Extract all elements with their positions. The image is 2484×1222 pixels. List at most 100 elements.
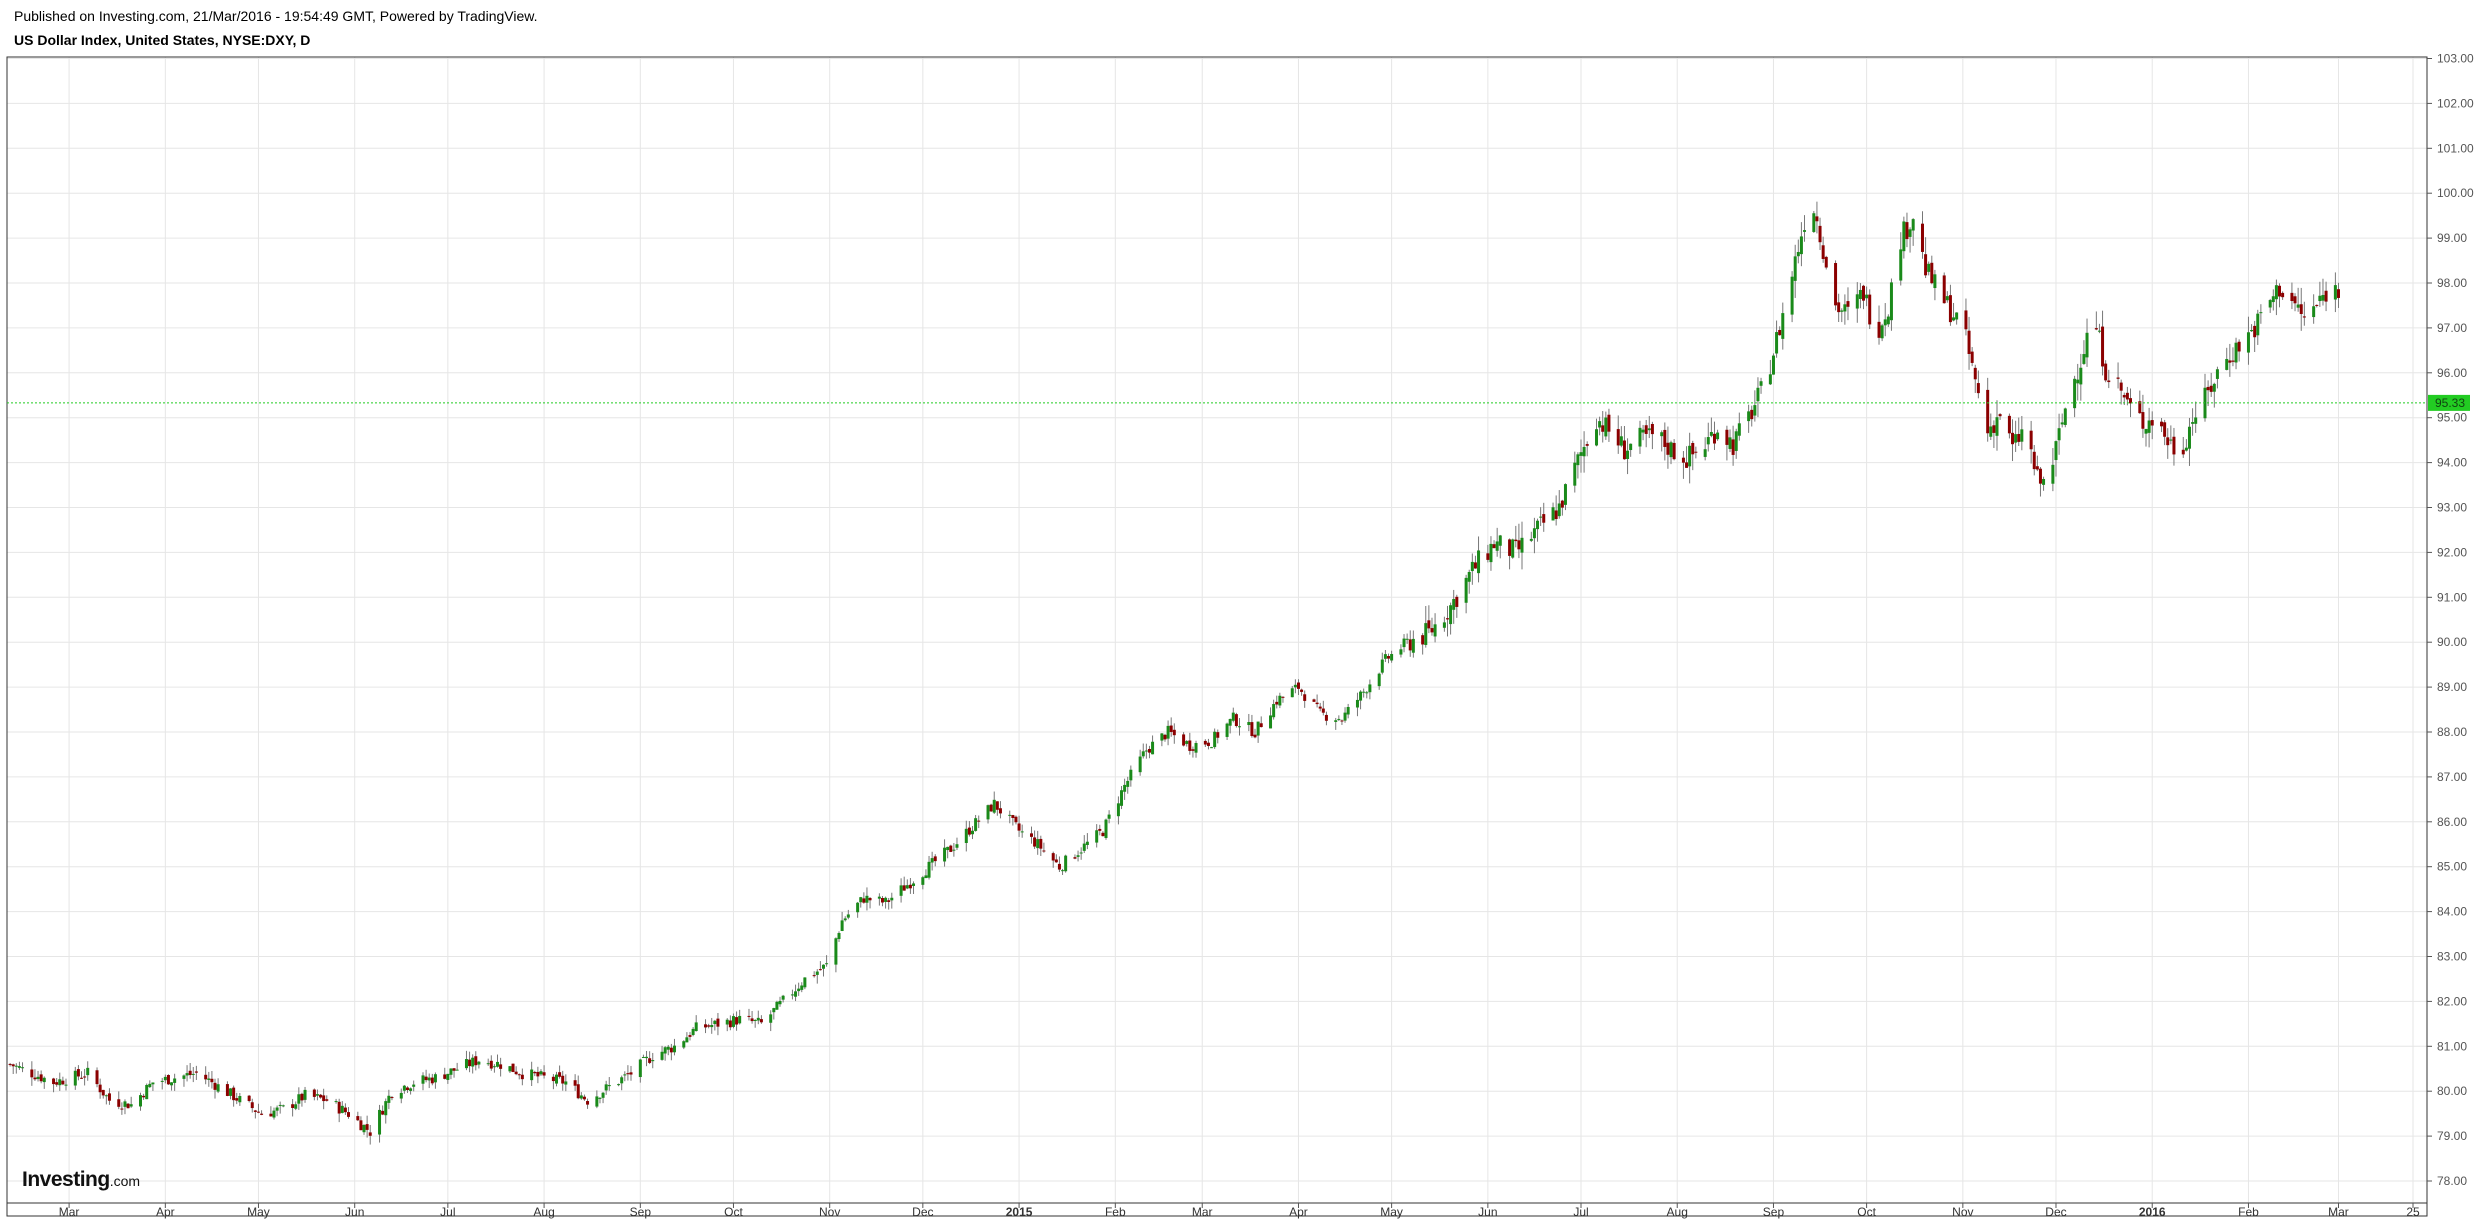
candle-body	[1247, 722, 1250, 725]
candle-body	[1033, 837, 1036, 846]
y-tick-label: 94.00	[2437, 456, 2467, 470]
candle-body	[499, 1064, 502, 1068]
candle-body	[1430, 628, 1433, 632]
candle-body	[1489, 544, 1492, 562]
candle-body	[816, 972, 819, 975]
candle-body	[1517, 540, 1520, 549]
candle	[2054, 440, 2057, 476]
candle-body	[1434, 624, 1437, 636]
candle	[1316, 694, 1319, 707]
candle-body	[2228, 360, 2231, 362]
candle	[797, 983, 800, 996]
candle-body	[1530, 539, 1533, 541]
candle	[1260, 716, 1263, 727]
candle	[924, 869, 927, 878]
candle	[1160, 733, 1163, 746]
candle	[1347, 704, 1350, 718]
candle-body	[1822, 245, 1825, 259]
candle	[272, 1108, 275, 1120]
candle-body	[1623, 440, 1626, 459]
candle	[605, 1081, 608, 1095]
candle-body	[1819, 226, 1822, 242]
candle	[838, 931, 841, 942]
candle	[15, 1063, 18, 1073]
candle	[620, 1076, 623, 1091]
candle-body	[272, 1111, 275, 1118]
y-tick-label: 102.00	[2437, 96, 2474, 110]
candle-body	[105, 1095, 108, 1096]
x-tick-label: Feb	[1105, 1205, 1126, 1219]
candle-body	[1126, 781, 1129, 787]
candle	[800, 982, 803, 992]
candle-body	[1583, 447, 1586, 456]
candle-body	[406, 1088, 409, 1091]
candle-body	[1691, 443, 1694, 454]
candle-body	[1188, 741, 1191, 751]
candle-body	[869, 898, 872, 900]
candle	[2151, 411, 2154, 439]
candle	[378, 1105, 381, 1143]
candle-body	[2185, 448, 2188, 451]
candle	[151, 1082, 154, 1091]
candle-body	[2325, 291, 2328, 302]
candle-body	[2253, 326, 2256, 337]
candle	[2030, 421, 2033, 464]
candle	[1362, 689, 1365, 698]
candle	[1912, 218, 1915, 246]
candle	[1710, 418, 1713, 438]
candle-body	[1465, 578, 1468, 603]
candle-body	[1753, 405, 1756, 415]
candle	[1856, 282, 1859, 323]
candle	[1626, 438, 1629, 474]
candle-body	[859, 897, 862, 902]
candle-body	[1995, 417, 1998, 436]
candle-body	[1999, 414, 2002, 416]
candle	[626, 1065, 629, 1080]
candle	[1629, 443, 1632, 456]
candle-body	[167, 1075, 170, 1084]
candle	[406, 1086, 409, 1093]
candle	[1583, 431, 1586, 472]
candle	[1819, 218, 1822, 250]
candle-body	[390, 1097, 393, 1098]
candle-body	[682, 1041, 685, 1047]
candle-body	[977, 821, 980, 822]
candle-body	[335, 1101, 338, 1102]
candle	[1642, 425, 1645, 440]
candle-body	[238, 1096, 241, 1102]
candle-body	[210, 1079, 213, 1082]
candle-body	[688, 1035, 691, 1037]
candle-body	[1542, 514, 1545, 523]
candle-body	[1648, 428, 1651, 430]
candle-body	[642, 1057, 645, 1058]
candle	[1281, 696, 1284, 703]
candle	[1651, 422, 1654, 449]
candle	[254, 1110, 257, 1119]
x-tick-label: 25	[2406, 1205, 2420, 1219]
candle-body	[1390, 654, 1393, 660]
candle	[1865, 286, 1868, 306]
candle	[1760, 378, 1763, 394]
y-tick-label: 96.00	[2437, 366, 2467, 380]
candle-body	[1800, 236, 1803, 254]
y-tick-label: 79.00	[2437, 1129, 2467, 1143]
candle-body	[1533, 528, 1536, 538]
candle	[2120, 380, 2123, 405]
candle	[428, 1074, 431, 1089]
candle	[2303, 302, 2306, 326]
candle-body	[1378, 674, 1381, 686]
candle-body	[2210, 386, 2213, 392]
candle	[1030, 827, 1033, 844]
candle	[952, 843, 955, 857]
candle-body	[1064, 856, 1067, 872]
candle	[1999, 413, 2002, 420]
candle	[291, 1099, 294, 1116]
candle	[1427, 605, 1430, 633]
candle	[1977, 371, 1980, 399]
candle	[813, 971, 816, 977]
candle-body	[1427, 620, 1430, 628]
candle	[1539, 507, 1542, 526]
candle	[2064, 408, 2067, 428]
candle	[2325, 282, 2328, 311]
candle-body	[487, 1063, 490, 1064]
